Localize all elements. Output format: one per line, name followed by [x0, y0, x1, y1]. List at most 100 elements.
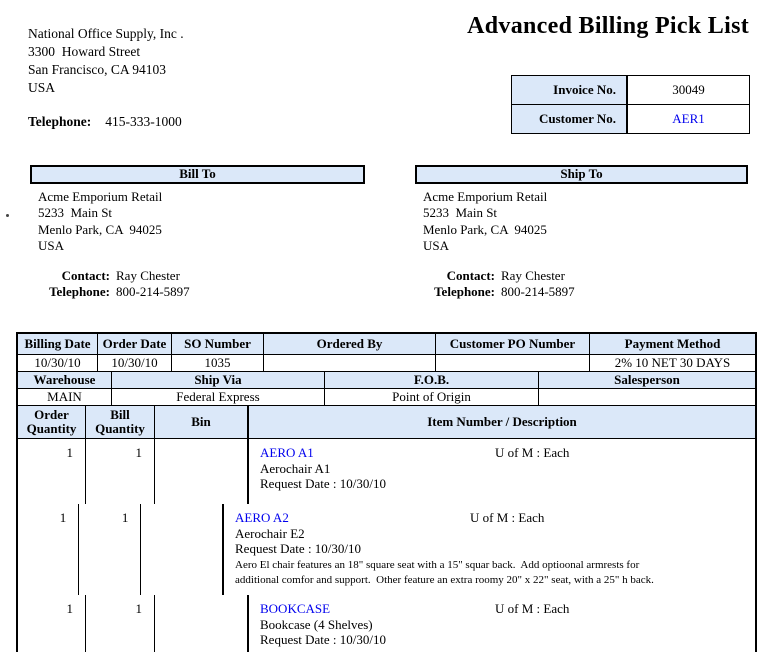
bill-to-header: Bill To [30, 165, 365, 184]
telephone-label: Telephone: [49, 284, 110, 300]
fob-value: Point of Origin [325, 389, 539, 405]
company-telephone-row: Telephone: 415-333-1000 [28, 113, 184, 131]
request-date: Request Date : 10/30/10 [235, 541, 362, 557]
customer-number-row: Customer No. AER1 [512, 104, 749, 133]
invoice-number-row: Invoice No. 30049 [512, 76, 749, 104]
item-description-cell: AERO A2 U of M : Each Aerochair E2 Reque… [224, 504, 755, 595]
bill-quantity-header: Bill Quantity [86, 406, 155, 438]
telephone-value: 800-214-5897 [501, 284, 575, 300]
page-title: Advanced Billing Pick List [467, 13, 749, 39]
address-line: Acme Emporium Retail [423, 189, 548, 204]
bin-header: Bin [155, 406, 249, 438]
order-header-row-1: Billing Date Order Date SO Number Ordere… [18, 334, 755, 355]
telephone-label: Telephone: [28, 114, 92, 129]
bin-cell [155, 595, 249, 652]
customer-po-header: Customer PO Number [436, 334, 590, 354]
item-description: Aerochair E2 [235, 525, 305, 541]
invoice-info-box: Invoice No. 30049 Customer No. AER1 [511, 75, 750, 134]
bill-to-telephone-row: Telephone: 800-214-5897 [30, 284, 365, 300]
item-description-header: Item Number / Description [427, 414, 577, 429]
invoice-number-label: Invoice No. [512, 76, 628, 104]
customer-number-label: Customer No. [512, 105, 628, 133]
warehouse-value: MAIN [18, 389, 112, 405]
invoice-number-value: 30049 [672, 82, 705, 97]
telephone-value: 415-333-1000 [105, 114, 182, 129]
ship-via-value: Federal Express [112, 389, 325, 405]
fob-header: F.O.B. [325, 372, 539, 388]
item-number-line: BOOKCASE U of M : Each [260, 601, 755, 617]
item-number-link[interactable]: BOOKCASE [260, 601, 331, 616]
item-number-link[interactable]: AERO A2 [235, 510, 289, 525]
company-address-line: USA [28, 80, 56, 95]
payment-method-value: 2% 10 NET 30 DAYS [614, 355, 731, 370]
ordered-by-header: Ordered By [264, 334, 436, 354]
ship-to-address: Acme Emporium Retail 5233 Main St Menlo … [415, 189, 748, 254]
item-number-link[interactable]: AERO A1 [260, 445, 314, 460]
table-row: 1 1 BOOKCASE U of M : Each Bookcase (4 S… [18, 595, 755, 652]
item-long-description: Aero El chair features an 18" square sea… [235, 558, 654, 586]
bill-qty-cell: 1 [86, 595, 155, 652]
table-row: 1 1 AERO A2 U of M : Each Aerochair E2 R… [18, 504, 755, 595]
ship-to-section: Ship To Acme Emporium Retail 5233 Main S… [415, 165, 748, 301]
address-line: Menlo Park, CA 94025 [423, 221, 547, 237]
ship-to-contact-row: Contact: Ray Chester [415, 268, 748, 284]
bill-to-section: Bill To Acme Emporium Retail 5233 Main S… [30, 165, 365, 301]
order-qty-cell: 1 [18, 439, 86, 504]
bill-qty-cell: 1 [79, 504, 142, 595]
payment-method-header: Payment Method [624, 336, 721, 351]
ship-to-telephone-row: Telephone: 800-214-5897 [415, 284, 748, 300]
order-header-row-2: Warehouse Ship Via F.O.B. Salesperson [18, 372, 755, 389]
request-date: Request Date : 10/30/10 [260, 632, 387, 648]
telephone-label: Telephone: [434, 284, 495, 300]
contact-label: Contact: [61, 268, 110, 284]
customer-number-value: AER1 [628, 105, 749, 133]
order-date-header: Order Date [98, 334, 172, 354]
request-date: Request Date : 10/30/10 [260, 476, 387, 492]
billing-date-header: Billing Date [18, 334, 98, 354]
item-number-line: AERO A1 U of M : Each [260, 445, 755, 461]
bin-cell [155, 439, 249, 504]
ship-to-header: Ship To [415, 165, 748, 184]
address-line: Acme Emporium Retail [38, 189, 163, 204]
warehouse-header: Warehouse [18, 372, 112, 388]
item-number-line: AERO A2 U of M : Each [235, 510, 755, 526]
bill-to-address: Acme Emporium Retail 5233 Main St Menlo … [30, 189, 365, 254]
order-value-row-1: 10/30/10 10/30/10 1035 2% 10 NET 30 DAYS [18, 355, 755, 372]
table-row: 1 1 AERO A1 U of M : Each Aerochair A1 R… [18, 439, 755, 504]
item-description-cell: BOOKCASE U of M : Each Bookcase (4 Shelv… [249, 595, 755, 652]
company-info: National Office Supply, Inc . 3300 Howar… [28, 25, 184, 131]
telephone-value: 800-214-5897 [116, 284, 190, 300]
order-value-row-2: MAIN Federal Express Point of Origin [18, 389, 755, 406]
address-line: USA [423, 237, 450, 253]
item-description: Aerochair A1 [260, 460, 331, 476]
bill-to-contact-row: Contact: Ray Chester [30, 268, 365, 284]
address-line: 5233 Main St [423, 205, 498, 221]
order-qty-cell: 1 [18, 595, 86, 652]
line-items: 1 1 AERO A1 U of M : Each Aerochair A1 R… [18, 439, 755, 652]
uom-value: U of M : Each [495, 445, 570, 460]
item-description-cell: AERO A1 U of M : Each Aerochair A1 Reque… [249, 439, 755, 504]
ship-via-header: Ship Via [112, 372, 325, 388]
order-quantity-header: Order Quantity [18, 406, 86, 438]
item-description: Bookcase (4 Shelves) [260, 616, 373, 632]
stray-dot-mark [6, 214, 9, 217]
order-qty-cell: 1 [18, 504, 80, 595]
uom-value: U of M : Each [495, 601, 570, 616]
company-address-line: 3300 Howard Street [28, 44, 141, 59]
contact-value: Ray Chester [116, 268, 180, 284]
contact-value: Ray Chester [501, 268, 565, 284]
customer-number-link[interactable]: AER1 [672, 111, 705, 126]
order-date-value: 10/30/10 [98, 355, 172, 371]
bin-cell [141, 504, 225, 595]
so-number-header: SO Number [172, 334, 264, 354]
address-line: 5233 Main St [38, 205, 113, 221]
salesperson-header: Salesperson [614, 372, 680, 387]
company-address-line: San Francisco, CA 94103 [28, 62, 166, 77]
salesperson-value [539, 389, 755, 405]
so-number-value: 1035 [172, 355, 264, 371]
contact-label: Contact: [446, 268, 495, 284]
uom-value: U of M : Each [470, 510, 545, 525]
address-line: USA [38, 237, 65, 253]
item-columns-header-row: Order Quantity Bill Quantity Bin Item Nu… [18, 406, 755, 439]
